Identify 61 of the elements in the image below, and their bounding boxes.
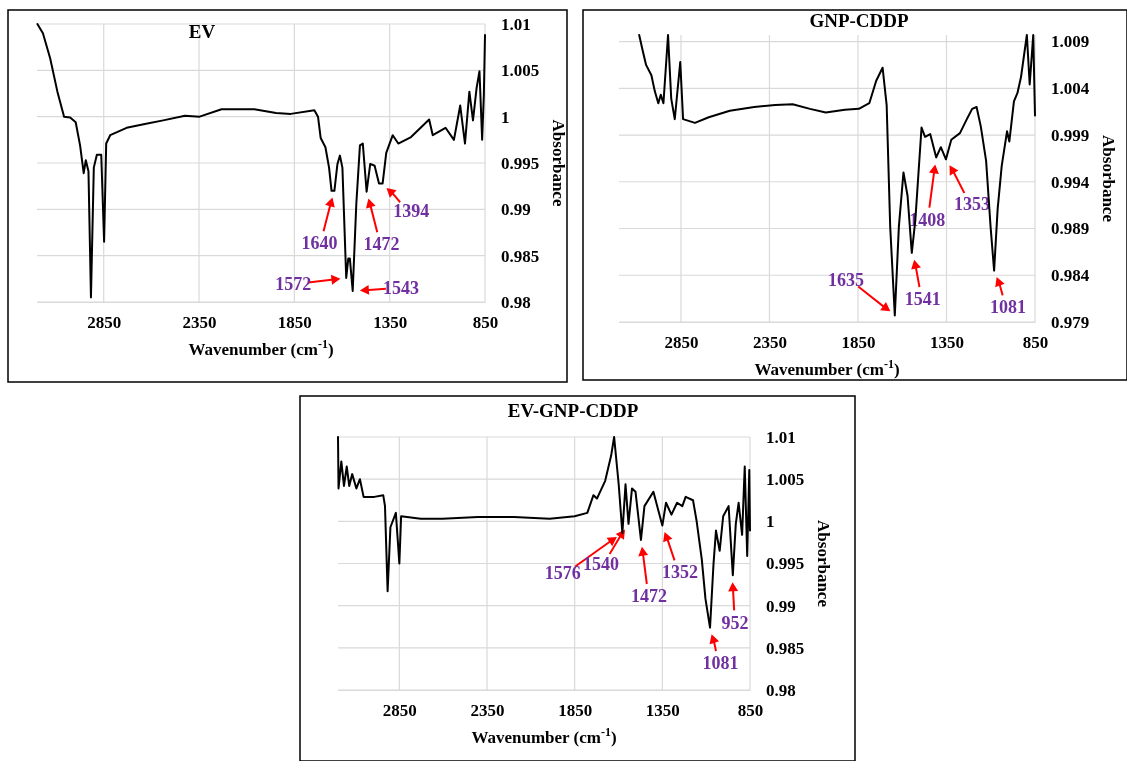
- y-tick-label: 0.994: [1051, 172, 1090, 192]
- y-tick-label: 1.005: [501, 61, 540, 81]
- annotation: 1572: [275, 274, 312, 295]
- x-axis-title: Wavenumber (cm$^{-1}$): [188, 337, 334, 359]
- y-tick-label: 1.01: [501, 14, 531, 34]
- y-tick-label: 0.995: [766, 554, 805, 574]
- x-tick-label: 850: [472, 313, 499, 333]
- y-tick-label: 1.005: [766, 470, 805, 490]
- y-axis-title: Absorbance: [1099, 135, 1118, 223]
- annotation: 1543: [382, 278, 419, 299]
- y-tick-label: 1.004: [1051, 79, 1090, 99]
- y-tick-label: 0.999: [1051, 125, 1090, 145]
- annotation: 1540: [583, 554, 620, 575]
- y-tick-label: 0.979: [1051, 312, 1090, 332]
- chart-title: EV: [188, 21, 216, 42]
- x-tick-label: 850: [1022, 333, 1049, 353]
- x-tick-label: 2850: [382, 701, 417, 721]
- x-tick-label: 1350: [929, 333, 964, 353]
- y-axis-title: Absorbance: [814, 520, 833, 608]
- x-tick-label: 2850: [87, 313, 122, 333]
- x-tick-label: 2350: [752, 333, 787, 353]
- y-tick-label: 1: [766, 512, 775, 532]
- annotation: 1640: [301, 233, 338, 254]
- x-tick-label: 1350: [645, 701, 680, 721]
- y-tick-label: 0.985: [501, 246, 540, 266]
- annotation: 952: [721, 612, 749, 633]
- annotation: 1081: [702, 652, 739, 673]
- annotation: 1635: [828, 269, 865, 290]
- annotation: 1352: [661, 561, 698, 582]
- x-axis-title: Wavenumber (cm$^{-1}$): [471, 725, 617, 747]
- x-tick-label: 1850: [841, 333, 876, 353]
- y-tick-label: 0.984: [1051, 266, 1090, 286]
- annotation: 1394: [393, 200, 430, 221]
- y-tick-label: 0.99: [766, 596, 796, 616]
- y-tick-label: 1.009: [1051, 32, 1090, 52]
- y-tick-label: 0.98: [766, 680, 796, 700]
- x-tick-label: 1350: [373, 313, 408, 333]
- x-tick-label: 2350: [182, 313, 217, 333]
- line-series: [36, 23, 486, 299]
- y-tick-label: 0.995: [501, 153, 540, 173]
- y-tick-label: 0.985: [766, 638, 805, 658]
- annotation: 1576: [544, 563, 581, 584]
- line-series: [638, 34, 1036, 317]
- x-axis-title: Wavenumber (cm$^{-1}$): [754, 357, 900, 379]
- y-tick-label: 1.01: [766, 427, 796, 447]
- x-tick-label: 1850: [558, 701, 593, 721]
- y-tick-label: 1: [501, 107, 510, 127]
- y-axis-title: Absorbance: [549, 119, 568, 207]
- y-tick-label: 0.989: [1051, 219, 1090, 239]
- chart-title: EV-GNP-CDDP: [507, 400, 639, 421]
- chart-title: GNP-CDDP: [809, 10, 909, 31]
- y-tick-label: 0.98: [501, 292, 531, 312]
- annotation: 1472: [363, 234, 400, 255]
- x-tick-label: 2350: [470, 701, 505, 721]
- y-tick-label: 0.99: [501, 200, 531, 220]
- x-tick-label: 1850: [277, 313, 312, 333]
- x-tick-label: 850: [737, 701, 764, 721]
- annotation: 1081: [990, 296, 1027, 317]
- x-tick-label: 2850: [664, 333, 699, 353]
- annotation: 1541: [904, 289, 941, 310]
- annotation: 1472: [630, 586, 667, 607]
